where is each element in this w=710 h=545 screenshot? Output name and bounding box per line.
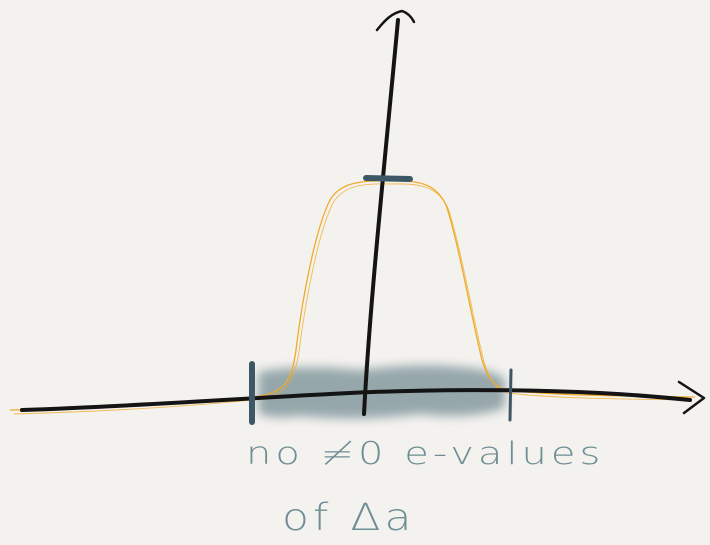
peak-marker xyxy=(363,175,413,182)
x-axis xyxy=(20,388,692,412)
interval-right-marker xyxy=(508,368,513,422)
caption-line-1: no ≠0 e-values xyxy=(246,436,605,472)
x-axis-arrowhead xyxy=(677,380,706,415)
caption-line-2: of Δa xyxy=(282,496,416,540)
y-axis-arrowhead xyxy=(375,9,416,32)
y-axis xyxy=(362,18,400,416)
